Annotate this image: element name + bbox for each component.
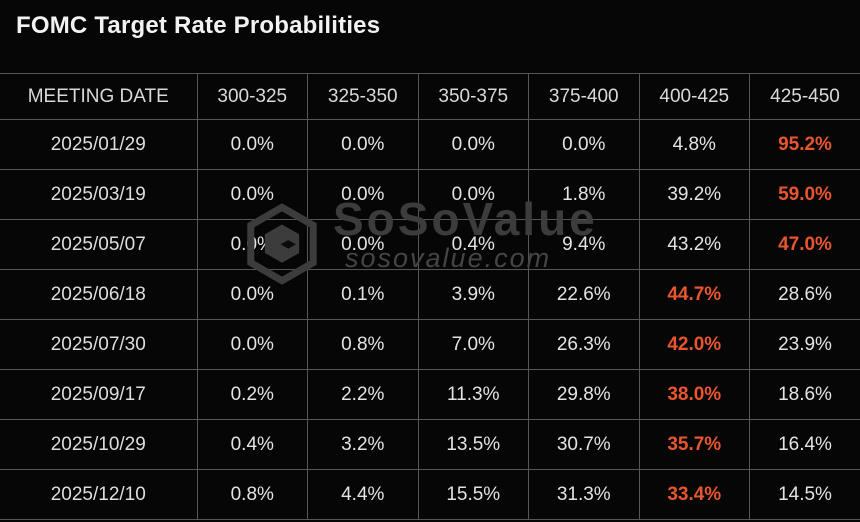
probability-cell: 30.7% [528, 419, 640, 470]
meeting-date-cell: 2025/01/29 [0, 119, 198, 170]
header-row: MEETING DATE 300-325 325-350 350-375 375-400… [0, 73, 860, 120]
probability-cell: 0.0% [196, 269, 308, 320]
probability-cell: 0.0% [417, 119, 529, 170]
probability-cell: 0.4% [196, 419, 308, 470]
col-header-rate-range: 350-375 [417, 73, 529, 120]
probability-cell: 0.8% [196, 469, 308, 520]
probability-cell-highlighted: 59.0% [749, 169, 860, 220]
probability-cell: 0.0% [528, 119, 640, 170]
probability-cell-highlighted: 47.0% [749, 219, 860, 270]
meeting-date-cell: 2025/06/18 [0, 269, 198, 320]
meeting-date-cell: 2025/05/07 [0, 219, 198, 270]
probability-cell: 0.1% [307, 269, 419, 320]
probability-cell: 31.3% [528, 469, 640, 520]
table-row: 2025/10/29 0.4% 3.2% 13.5% 30.7% 35.7% 16.4% [0, 419, 860, 470]
probability-cell: 3.9% [417, 269, 529, 320]
probability-cell-highlighted: 95.2% [749, 119, 860, 170]
meeting-date-cell: 2025/12/10 [0, 469, 198, 520]
col-header-meeting-date: MEETING DATE [0, 73, 198, 120]
probability-cell: 9.4% [528, 219, 640, 270]
probability-cell: 7.0% [417, 319, 529, 370]
probability-cell: 18.6% [749, 369, 860, 420]
probability-cell-highlighted: 42.0% [638, 319, 750, 370]
probability-cell: 15.5% [417, 469, 529, 520]
probability-cell: 28.6% [749, 269, 860, 320]
probability-cell-highlighted: 35.7% [638, 419, 750, 470]
probability-cell: 11.3% [417, 369, 529, 420]
probability-cell: 3.2% [307, 419, 419, 470]
probability-cell-highlighted: 38.0% [638, 369, 750, 420]
meeting-date-cell: 2025/03/19 [0, 169, 198, 220]
probabilities-table: MEETING DATE 300-325 325-350 350-375 375-400… [0, 73, 860, 520]
table-row: 2025/03/19 0.0% 0.0% 0.0% 1.8% 39.2% 59.0% [0, 169, 860, 220]
col-header-rate-range: 300-325 [196, 73, 308, 120]
col-header-rate-range: 375-400 [528, 73, 640, 120]
probability-cell: 4.4% [307, 469, 419, 520]
probability-cell: 23.9% [749, 319, 860, 370]
probability-cell: 4.8% [638, 119, 750, 170]
probability-cell: 0.0% [196, 169, 308, 220]
col-header-rate-range: 325-350 [307, 73, 419, 120]
probability-cell: 14.5% [749, 469, 860, 520]
table-row: 2025/09/17 0.2% 2.2% 11.3% 29.8% 38.0% 18.6% [0, 369, 860, 420]
probability-cell: 13.5% [417, 419, 529, 470]
col-header-rate-range: 425-450 [749, 73, 860, 120]
table-row: 2025/06/18 0.0% 0.1% 3.9% 22.6% 44.7% 28.6% [0, 269, 860, 320]
probability-cell: 16.4% [749, 419, 860, 470]
probability-cell: 0.0% [307, 219, 419, 270]
probability-cell: 0.8% [307, 319, 419, 370]
table-row: 2025/12/10 0.8% 4.4% 15.5% 31.3% 33.4% 14.5% [0, 469, 860, 520]
probability-cell: 0.0% [196, 319, 308, 370]
probability-cell-highlighted: 33.4% [638, 469, 750, 520]
probability-cell: 39.2% [638, 169, 750, 220]
meeting-date-cell: 2025/10/29 [0, 419, 198, 470]
title-bar: FOMC Target Rate Probabilities [0, 0, 860, 73]
table-row: 2025/01/29 0.0% 0.0% 0.0% 0.0% 4.8% 95.2% [0, 119, 860, 170]
probability-cell-highlighted: 44.7% [638, 269, 750, 320]
probability-cell: 0.0% [307, 169, 419, 220]
probability-cell: 43.2% [638, 219, 750, 270]
probability-cell: 26.3% [528, 319, 640, 370]
probability-cell: 0.0% [307, 119, 419, 170]
table-body: 2025/01/29 0.0% 0.0% 0.0% 0.0% 4.8% 95.2% 2025/… [0, 119, 860, 520]
table-row: 2025/07/30 0.0% 0.8% 7.0% 26.3% 42.0% 23.9% [0, 319, 860, 370]
col-header-rate-range: 400-425 [638, 73, 750, 120]
probability-cell: 2.2% [307, 369, 419, 420]
probability-cell: 0.4% [417, 219, 529, 270]
page-title: FOMC Target Rate Probabilities [16, 12, 381, 39]
probability-cell: 0.2% [196, 369, 308, 420]
probability-cell: 0.0% [417, 169, 529, 220]
probability-cell: 0.0% [196, 219, 308, 270]
meeting-date-cell: 2025/09/17 [0, 369, 198, 420]
probability-cell: 29.8% [528, 369, 640, 420]
probability-cell: 1.8% [528, 169, 640, 220]
meeting-date-cell: 2025/07/30 [0, 319, 198, 370]
table-row: 2025/05/07 0.0% 0.0% 0.4% 9.4% 43.2% 47.0% [0, 219, 860, 270]
probability-cell: 0.0% [196, 119, 308, 170]
probability-cell: 22.6% [528, 269, 640, 320]
